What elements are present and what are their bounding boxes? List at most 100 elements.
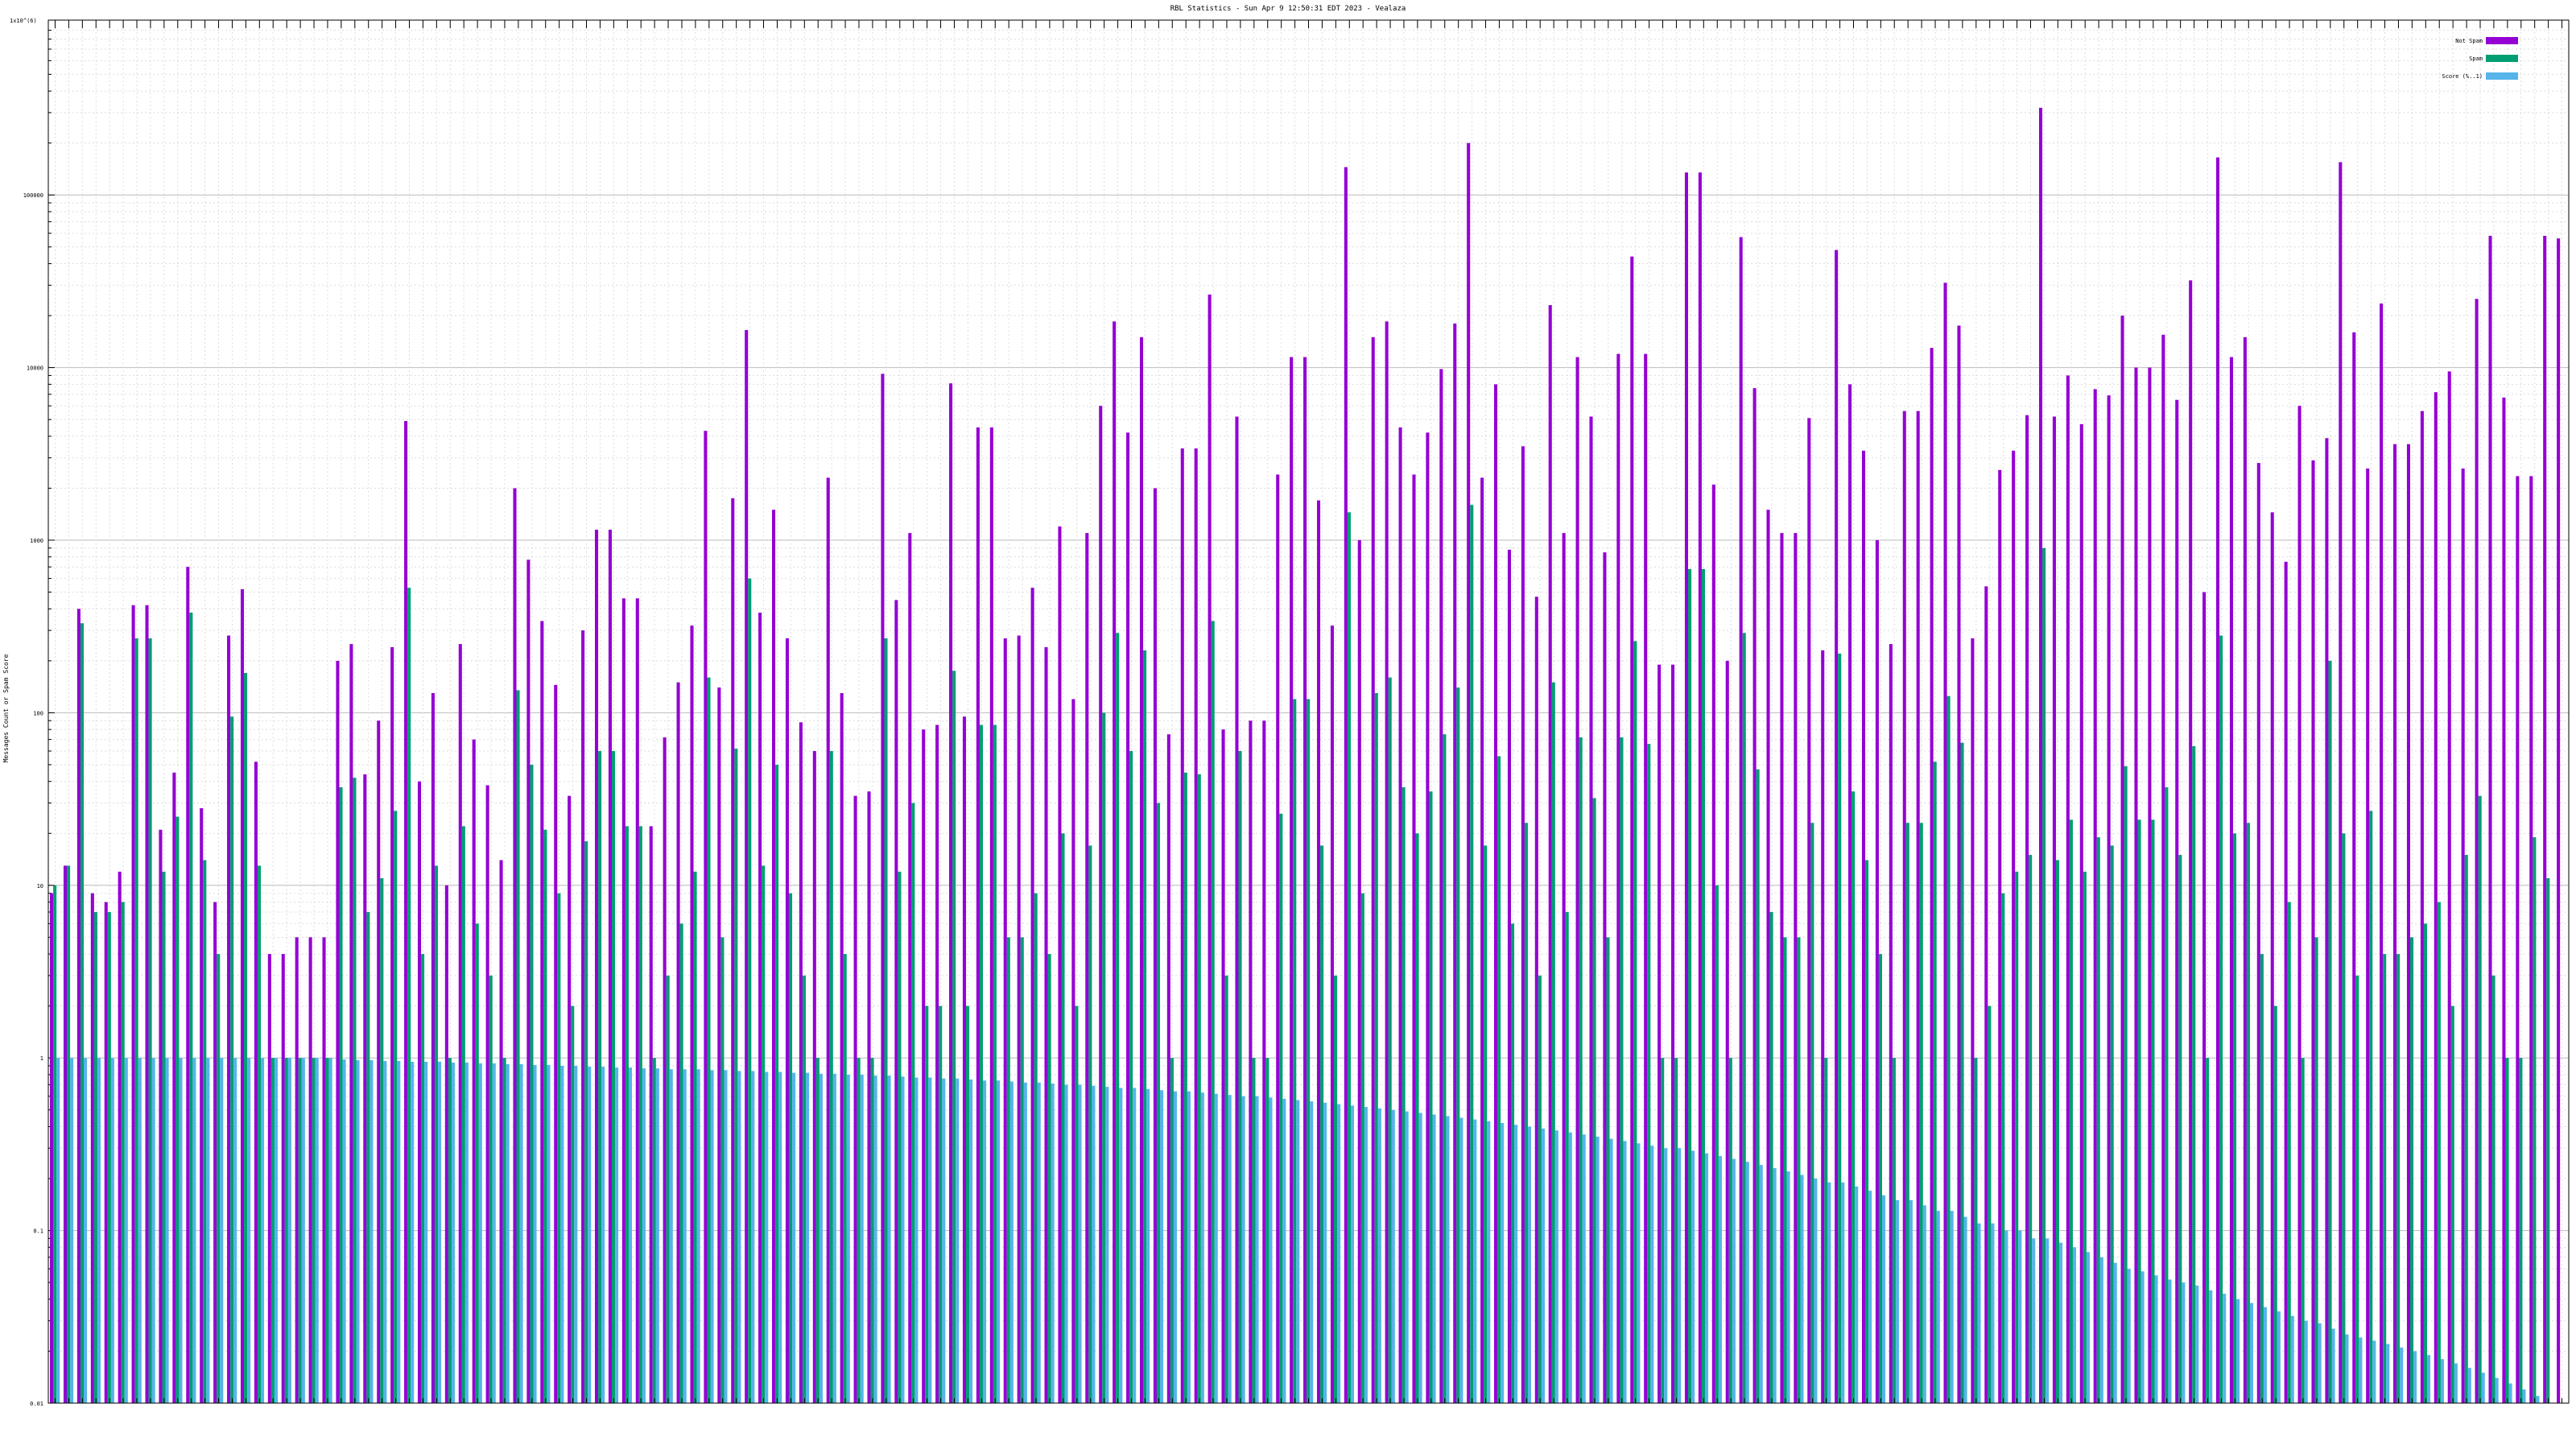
chart-title: RBL Statistics - Sun Apr 9 12:50:31 EDT …: [1170, 5, 1406, 13]
score-bar: [2481, 1373, 2485, 1403]
spam-bar: [638, 826, 642, 1403]
not-spam-bar: [772, 510, 776, 1403]
score-bar: [1609, 1138, 1613, 1403]
not-spam-bar: [2380, 303, 2384, 1403]
spam-bar: [2206, 1058, 2210, 1403]
not-spam-bar: [826, 477, 830, 1403]
not-spam-bar: [1739, 237, 1743, 1404]
spam-bar: [2232, 833, 2237, 1403]
spam-bar: [1824, 1058, 1828, 1403]
spam-bar: [175, 816, 180, 1403]
spam-bar: [1183, 772, 1187, 1403]
spam-bar: [679, 923, 683, 1403]
not-spam-bar: [2461, 469, 2465, 1403]
not-spam-bar: [267, 954, 271, 1403]
score-bar: [124, 1058, 128, 1403]
spam-bar: [1047, 954, 1051, 1403]
spam-bar: [584, 841, 588, 1403]
score-bar: [2359, 1337, 2363, 1403]
y-axis-label: Messages Count or Spam Score: [2, 654, 10, 762]
score-bar: [655, 1068, 659, 1403]
not-spam-bar: [417, 781, 422, 1403]
score-bar: [2113, 1262, 2117, 1403]
spam-bar: [148, 638, 152, 1403]
score-bar: [588, 1067, 592, 1403]
not-spam-bar: [989, 427, 993, 1404]
not-spam-bar: [363, 774, 367, 1403]
spam-bar: [2192, 745, 2196, 1403]
score-bar: [1064, 1084, 1068, 1403]
not-spam-bar: [663, 737, 667, 1403]
spam-bar: [1838, 653, 1842, 1403]
not-spam-bar: [377, 720, 381, 1403]
score-bar: [192, 1058, 196, 1403]
spam-bar: [2246, 823, 2250, 1403]
spam-bar: [244, 672, 248, 1403]
spam-bar: [2328, 660, 2332, 1403]
not-spam-bar: [908, 533, 912, 1403]
spam-bar: [298, 1058, 302, 1403]
score-bar: [179, 1058, 183, 1403]
not-spam-bar: [2529, 476, 2533, 1403]
not-spam-bar: [1030, 588, 1034, 1403]
not-spam-bar: [485, 785, 489, 1403]
not-spam-bar: [2406, 444, 2411, 1403]
spam-bar: [1061, 833, 1065, 1403]
score-bar: [1991, 1223, 1995, 1403]
score-bar: [1650, 1146, 1654, 1403]
spam-bar: [1783, 937, 1787, 1403]
score-bar: [2072, 1247, 2077, 1403]
not-spam-bar: [731, 497, 735, 1404]
score-bar: [2209, 1290, 2213, 1403]
score-bar: [724, 1070, 728, 1403]
not-spam-bar: [336, 660, 340, 1403]
spam-bar: [1974, 1058, 1978, 1403]
spam-bar: [1524, 823, 1528, 1403]
legend-swatch: [2486, 55, 2518, 62]
spam-bar: [939, 1005, 943, 1403]
not-spam-bar: [1208, 294, 1212, 1403]
score-bar: [1759, 1165, 1763, 1403]
not-spam-bar: [621, 598, 625, 1403]
spam-bar: [2055, 860, 2060, 1403]
score-bar: [220, 1058, 224, 1403]
y-tick-label: 100: [33, 710, 43, 716]
score-bar: [601, 1067, 605, 1403]
spam-bar: [2437, 902, 2441, 1403]
bars: [50, 107, 2561, 1404]
not-spam-bar: [1126, 432, 1130, 1403]
score-bar: [1691, 1150, 1695, 1403]
spam-bar: [1075, 1005, 1079, 1403]
not-spam-bar: [1725, 660, 1729, 1403]
score-bar: [860, 1074, 864, 1403]
not-spam-bar: [131, 605, 135, 1403]
score-bar: [110, 1058, 114, 1403]
spam-bar: [2301, 1058, 2305, 1403]
not-spam-bar: [1153, 488, 1157, 1403]
spam-bar: [2355, 975, 2359, 1403]
spam-bar: [1633, 641, 1637, 1403]
score-bar: [84, 1058, 88, 1403]
score-bar: [669, 1069, 673, 1403]
score-bar: [737, 1071, 741, 1403]
score-bar: [2467, 1368, 2471, 1403]
not-spam-bar: [2543, 235, 2547, 1404]
score-bar: [1269, 1097, 1273, 1403]
score-bar: [506, 1063, 510, 1403]
not-spam-bar: [1889, 644, 1893, 1403]
spam-bar: [829, 750, 833, 1403]
spam-bar: [598, 750, 602, 1403]
not-spam-bar: [2243, 336, 2247, 1403]
not-spam-bar: [159, 829, 163, 1403]
score-bar: [2059, 1242, 2063, 1403]
spam-bar: [270, 1058, 275, 1403]
not-spam-bar: [1398, 427, 1402, 1404]
score-bar: [1909, 1199, 1913, 1403]
spam-bar: [1484, 845, 1488, 1403]
not-spam-bar: [2189, 280, 2193, 1403]
spam-bar: [1538, 975, 1542, 1403]
spam-bar: [1497, 756, 1501, 1403]
spam-bar: [1742, 633, 1746, 1403]
not-spam-bar: [1534, 597, 1538, 1403]
score-bar: [1078, 1084, 1082, 1403]
